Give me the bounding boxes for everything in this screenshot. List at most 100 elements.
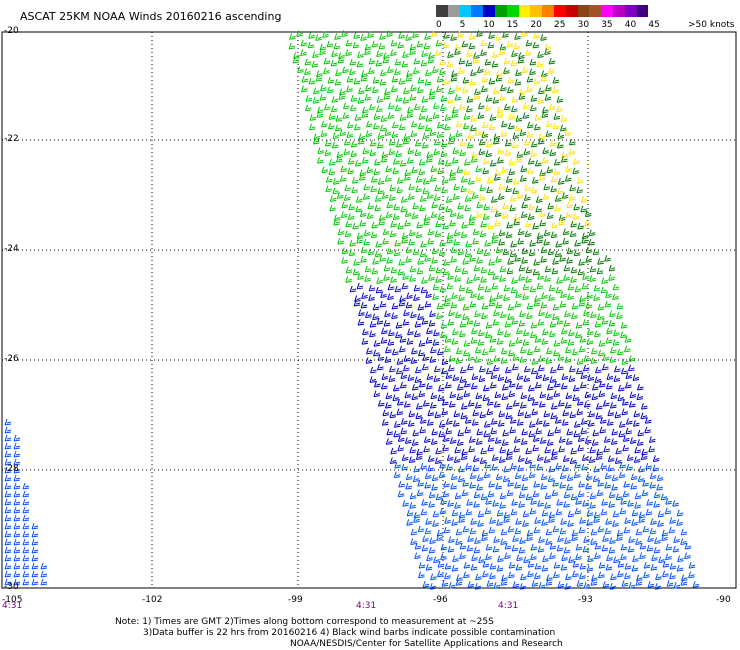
- wind-barb: [633, 456, 641, 463]
- wind-barb: [339, 129, 347, 136]
- wind-barb: [503, 57, 511, 65]
- wind-barb: [377, 187, 384, 195]
- wind-barb: [423, 445, 430, 453]
- wind-barb: [654, 583, 662, 590]
- wind-barb: [405, 473, 413, 481]
- wind-barb: [433, 148, 441, 156]
- wind-barb: [593, 294, 600, 301]
- wind-barb: [354, 114, 362, 121]
- wind-barb: [629, 437, 637, 444]
- wind-barb: [615, 447, 622, 455]
- wind-barb: [578, 259, 585, 266]
- wind-barb: [550, 366, 557, 374]
- wind-barb: [540, 256, 547, 263]
- wind-barb: [364, 48, 371, 55]
- wind-barb: [644, 426, 651, 434]
- wind-barb: [22, 570, 30, 578]
- wind-barb: [309, 114, 317, 121]
- wind-barb: [428, 93, 436, 100]
- wind-barb: [470, 69, 477, 77]
- wind-barb: [588, 238, 595, 246]
- wind-barb: [538, 364, 545, 372]
- wind-barb: [563, 491, 571, 499]
- wind-barb: [371, 221, 378, 229]
- wind-barb: [395, 95, 403, 102]
- wind-barb: [447, 51, 454, 58]
- wind-barb: [566, 247, 574, 255]
- note-line-1: Note: 1) Times are GMT 2)Times along bot…: [115, 617, 494, 627]
- wind-barb: [570, 220, 577, 228]
- wind-barb: [400, 372, 408, 379]
- wind-barb: [488, 480, 495, 488]
- wind-barb: [504, 376, 512, 383]
- wind-barb: [498, 456, 506, 463]
- wind-barb: [397, 444, 404, 452]
- wind-barb: [348, 203, 355, 211]
- wind-barb: [653, 491, 661, 499]
- wind-barb: [387, 293, 394, 300]
- wind-barb: [515, 337, 523, 344]
- wind-barb: [499, 265, 507, 273]
- wind-barb: [504, 542, 512, 550]
- wind-barb: [489, 517, 496, 524]
- wind-barb: [565, 392, 573, 400]
- map-frame: [1, 31, 737, 589]
- wind-barb: [550, 412, 558, 420]
- wind-barb: [426, 419, 434, 426]
- wind-barb: [389, 184, 396, 192]
- wind-barb: [357, 273, 364, 280]
- wind-barb: [412, 248, 420, 256]
- wind-barb: [540, 34, 547, 41]
- wind-barb: [584, 391, 592, 399]
- wind-barb: [474, 356, 482, 363]
- wind-barb: [542, 328, 549, 336]
- wind-barb: [476, 30, 483, 37]
- wind-barb: [536, 282, 544, 290]
- wind-barb: [616, 312, 623, 320]
- wind-barb: [496, 565, 504, 572]
- wind-barb: [475, 392, 483, 400]
- wind-barb: [405, 256, 412, 263]
- wind-barb: [372, 313, 379, 321]
- wind-barb: [372, 76, 380, 84]
- wind-barb: [584, 219, 591, 227]
- wind-barb: [311, 60, 319, 68]
- colorbar-swatch: [530, 5, 543, 17]
- wind-barb: [579, 517, 586, 524]
- wind-barb: [581, 454, 589, 461]
- wind-barb: [477, 283, 485, 291]
- wind-barb: [631, 509, 639, 517]
- wind-barb: [491, 454, 499, 461]
- wind-barb: [301, 75, 309, 83]
- wind-barb: [469, 300, 477, 308]
- wind-barb: [457, 429, 464, 437]
- wind-barb: [640, 453, 648, 460]
- wind-barb: [665, 498, 672, 505]
- wind-barb: [433, 556, 440, 564]
- wind-barb: [680, 538, 687, 545]
- wind-barb: [341, 257, 348, 264]
- wind-barb: [430, 165, 438, 173]
- wind-barb: [464, 204, 471, 212]
- wind-barb: [529, 239, 536, 247]
- wind-barb: [627, 545, 635, 553]
- wind-barb: [535, 418, 543, 425]
- wind-barb: [602, 363, 609, 371]
- wind-barb: [529, 507, 537, 515]
- wind-barb: [418, 562, 426, 569]
- wind-barb: [557, 132, 565, 139]
- wind-barb: [568, 329, 575, 337]
- wind-barb: [500, 538, 507, 545]
- wind-barb: [601, 317, 609, 325]
- wind-barb: [544, 492, 552, 500]
- wind-barb: [342, 66, 349, 74]
- wind-barb: [561, 192, 569, 199]
- wind-barb: [428, 274, 435, 281]
- wind-barb: [429, 583, 437, 590]
- wind-barb: [570, 493, 578, 501]
- wind-barb: [409, 492, 417, 500]
- wind-barb: [593, 284, 601, 292]
- wind-barb: [454, 446, 461, 454]
- wind-barb: [392, 213, 400, 220]
- wind-barb: [440, 321, 448, 329]
